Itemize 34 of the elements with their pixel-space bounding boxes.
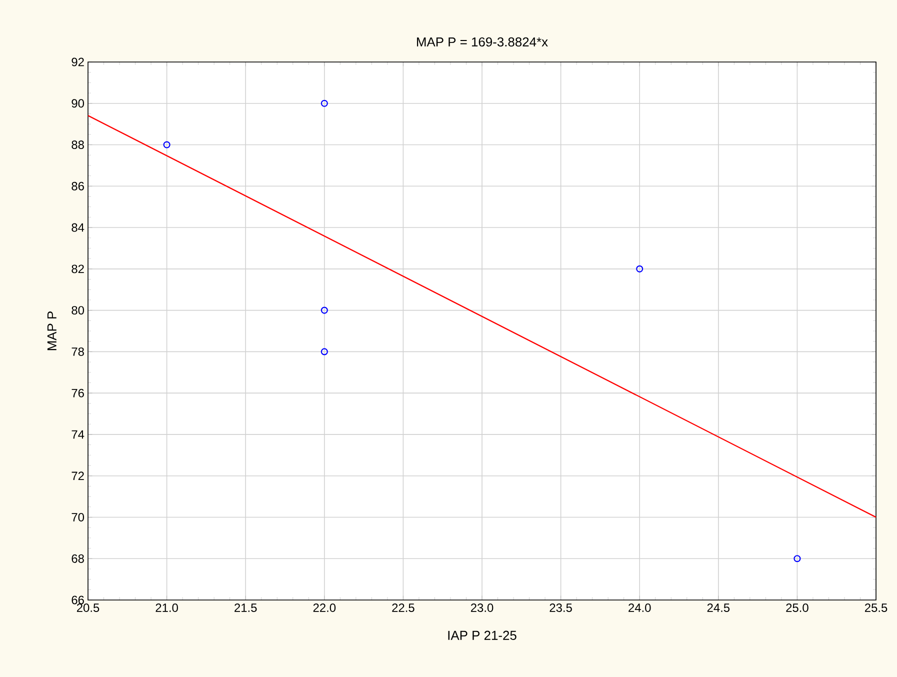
y-tick-label: 92 xyxy=(72,58,84,66)
x-tick-label: 20.5 xyxy=(76,604,100,612)
y-tick-label: 70 xyxy=(72,513,84,522)
chart-title: MAP P = 169-3.8824*x xyxy=(417,37,548,47)
x-tick-label: 25.5 xyxy=(864,604,888,612)
y-tick-label: 78 xyxy=(72,347,84,356)
x-tick-label: 21.0 xyxy=(156,604,178,612)
x-tick-label: 22.0 xyxy=(313,604,336,612)
x-tick-label: 24.5 xyxy=(707,604,730,612)
y-tick-label: 86 xyxy=(72,182,84,190)
point xyxy=(163,141,170,148)
x-axis-title: IAP P 21-25 xyxy=(448,630,516,640)
point xyxy=(320,306,328,314)
y-tick-label: 76 xyxy=(72,388,84,398)
x-tick-label: 25.0 xyxy=(786,604,808,612)
point xyxy=(794,555,801,562)
point xyxy=(320,348,328,356)
x-tick-label: 24.0 xyxy=(628,604,651,612)
y-tick-label: 84 xyxy=(72,223,84,232)
y-tick-label: 74 xyxy=(72,430,84,439)
x-tick-label: 21.5 xyxy=(234,604,257,612)
y-tick-label: 82 xyxy=(72,264,84,274)
y-tick-label: 80 xyxy=(72,306,84,315)
y-tick-label: 90 xyxy=(72,99,84,108)
y-tick-label: 68 xyxy=(72,554,84,563)
y-tick-label: 66 xyxy=(72,596,84,604)
x-tick-label: 23.0 xyxy=(470,604,494,612)
point xyxy=(636,265,644,272)
x-tick-label: 22.5 xyxy=(392,604,414,612)
y-tick-label: 72 xyxy=(72,472,84,480)
y-axis-title: MAP P xyxy=(47,312,56,350)
y-tick-label: 88 xyxy=(72,140,84,149)
x-tick-label: 23.5 xyxy=(550,604,572,612)
point xyxy=(320,100,328,107)
